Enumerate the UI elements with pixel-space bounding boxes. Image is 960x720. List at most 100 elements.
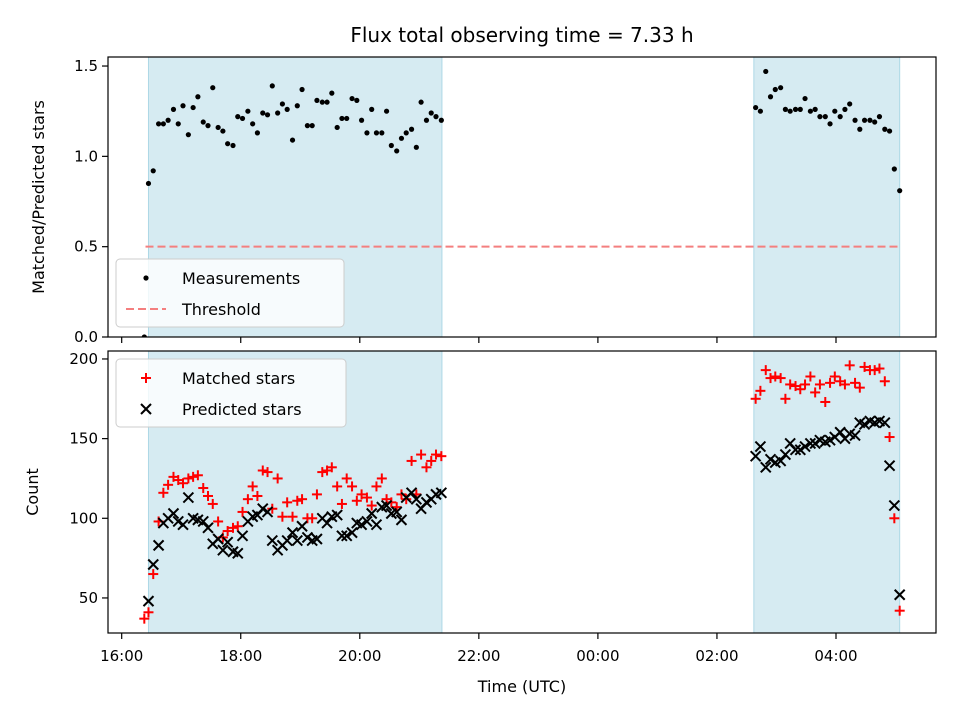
data-point xyxy=(380,499,393,512)
legend-label: Threshold xyxy=(181,300,261,319)
data-point xyxy=(867,117,873,123)
data-point xyxy=(792,106,799,112)
data-point xyxy=(807,108,814,114)
data-point xyxy=(213,516,224,527)
data-point xyxy=(799,440,811,453)
data-point xyxy=(814,379,825,390)
data-point xyxy=(842,106,848,112)
data-point xyxy=(893,589,906,601)
data-point xyxy=(839,379,850,390)
x-tick-label: 02:00 xyxy=(695,647,738,665)
data-point xyxy=(849,429,861,442)
data-point xyxy=(770,371,781,382)
data-point xyxy=(260,110,266,116)
y-axis-label: Matched/Predicted stars xyxy=(29,100,48,294)
data-point xyxy=(775,373,786,384)
data-point xyxy=(789,444,802,456)
data-point xyxy=(395,514,408,526)
data-point xyxy=(854,382,865,393)
data-point xyxy=(810,387,821,398)
data-point xyxy=(222,526,233,537)
data-point xyxy=(180,103,186,109)
data-point xyxy=(269,83,275,89)
series-0 xyxy=(141,68,903,337)
data-point xyxy=(891,166,897,172)
data-point xyxy=(139,613,150,624)
data-point xyxy=(272,473,283,484)
data-point xyxy=(150,168,156,174)
data-point xyxy=(859,361,870,372)
data-point xyxy=(760,365,771,376)
data-point xyxy=(800,379,811,390)
data-point xyxy=(232,547,244,560)
data-point xyxy=(279,101,286,107)
data-point xyxy=(232,521,243,532)
data-point xyxy=(837,114,843,120)
data-point xyxy=(882,126,888,132)
data-point xyxy=(334,124,340,131)
data-point xyxy=(324,99,330,105)
data-point xyxy=(351,495,362,506)
data-point xyxy=(832,108,838,114)
data-point xyxy=(391,502,402,513)
legend-box xyxy=(115,358,347,428)
data-points xyxy=(139,360,906,624)
data-point xyxy=(757,108,763,114)
series-0 xyxy=(139,360,905,624)
data-point xyxy=(858,418,871,430)
data-point xyxy=(772,86,778,93)
data-point xyxy=(386,497,397,508)
data-point xyxy=(163,479,174,490)
data-point xyxy=(369,106,375,112)
data-point xyxy=(242,494,253,505)
data-point xyxy=(245,108,251,114)
data-point xyxy=(787,108,793,114)
data-point xyxy=(390,506,403,518)
data-point xyxy=(284,106,290,112)
data-point xyxy=(230,142,236,149)
data-point xyxy=(200,119,206,125)
data-point xyxy=(879,416,891,429)
data-point xyxy=(897,188,903,194)
legend-marker xyxy=(141,373,151,383)
data-point xyxy=(250,121,256,127)
data-point xyxy=(827,121,833,127)
data-point xyxy=(336,498,347,509)
data-point xyxy=(185,132,191,138)
x-tick-label: 20:00 xyxy=(338,647,381,665)
y-tick-label: 0.5 xyxy=(74,238,98,256)
data-point xyxy=(785,379,796,390)
data-point xyxy=(767,94,774,100)
data-point xyxy=(346,526,358,539)
y-tick-label: 1.5 xyxy=(74,57,98,75)
data-point xyxy=(145,180,152,187)
data-point xyxy=(142,595,155,607)
data-point xyxy=(277,511,288,522)
x-tick-label: 22:00 xyxy=(457,647,500,665)
data-point xyxy=(321,517,333,529)
data-point xyxy=(281,534,293,547)
data-point xyxy=(210,85,216,91)
data-point xyxy=(220,128,226,134)
data-point xyxy=(376,473,387,484)
x-tick-label: 18:00 xyxy=(219,647,262,665)
data-point xyxy=(436,451,447,462)
data-point xyxy=(317,467,328,478)
data-point xyxy=(336,530,348,542)
data-point xyxy=(812,106,818,112)
data-point xyxy=(763,68,769,75)
data-point xyxy=(190,104,196,111)
data-point xyxy=(428,110,434,116)
data-point xyxy=(319,99,325,105)
data-point xyxy=(844,360,855,371)
data-point xyxy=(861,117,868,123)
data-point xyxy=(403,130,409,136)
data-point xyxy=(876,114,883,120)
data-point xyxy=(331,509,343,521)
x-tick-label: 00:00 xyxy=(576,647,619,665)
data-point xyxy=(410,493,423,505)
data-point xyxy=(825,377,836,388)
data-point xyxy=(765,373,776,384)
data-point xyxy=(339,115,345,122)
data-point xyxy=(366,500,377,511)
